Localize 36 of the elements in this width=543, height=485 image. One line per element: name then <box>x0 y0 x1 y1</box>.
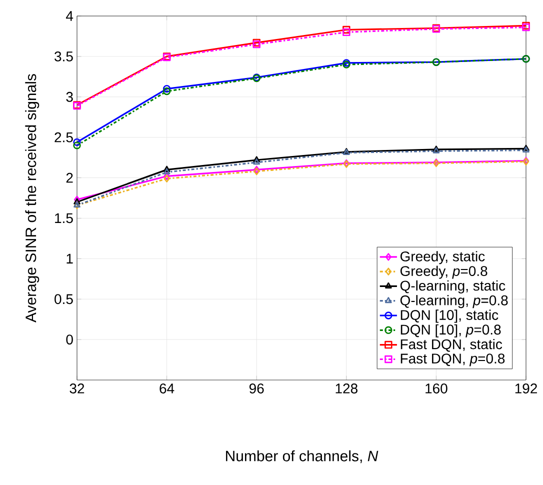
y-tick-label: 3 <box>66 92 73 102</box>
point <box>163 168 170 174</box>
x-tick-label: 192 <box>515 384 537 394</box>
point <box>163 166 170 172</box>
legend-label: DQN [10], p=0.8 <box>400 324 501 338</box>
legend-label: Q-learning, static <box>400 280 506 294</box>
legend-label: DQN [10], static <box>400 310 498 323</box>
x-tick-label: 64 <box>160 384 174 394</box>
x-axis-title: Number of channels, N <box>226 450 378 464</box>
point <box>164 172 170 180</box>
point <box>253 156 260 162</box>
legend-label: Q-learning, p=0.8 <box>400 295 508 308</box>
x-tick-label: 96 <box>249 384 264 394</box>
y-tick-label: 2 <box>66 172 73 183</box>
legend-label: Fast DQN, static <box>400 338 502 352</box>
legend-label: Fast DQN, p=0.8 <box>400 354 505 366</box>
point <box>162 84 171 93</box>
point <box>73 142 81 150</box>
x-tick-label: 128 <box>336 384 358 394</box>
y-tick-label: 3.5 <box>54 51 73 62</box>
y-tick-label: 0 <box>66 334 73 345</box>
y-tick-label: 4 <box>66 11 74 21</box>
point <box>162 87 171 96</box>
y-tick-label: 2.5 <box>54 132 73 142</box>
legend-label: Greedy, p=0.8 <box>400 266 488 279</box>
point <box>342 28 350 36</box>
y-tick-label: 1.5 <box>55 213 73 224</box>
y-tick-label: 0.5 <box>54 294 73 304</box>
point <box>164 174 170 182</box>
legend-label: Greedy, static <box>400 251 485 264</box>
x-tick-label: 32 <box>70 384 84 394</box>
point <box>342 26 350 34</box>
y-tick-label: 1 <box>66 254 73 264</box>
point <box>253 158 260 165</box>
y-axis-title: Average SINR of the received signals <box>25 74 40 322</box>
x-tick-label: 160 <box>426 384 448 394</box>
